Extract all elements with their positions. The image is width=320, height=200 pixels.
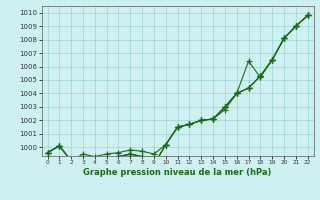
X-axis label: Graphe pression niveau de la mer (hPa): Graphe pression niveau de la mer (hPa) [84,168,272,177]
